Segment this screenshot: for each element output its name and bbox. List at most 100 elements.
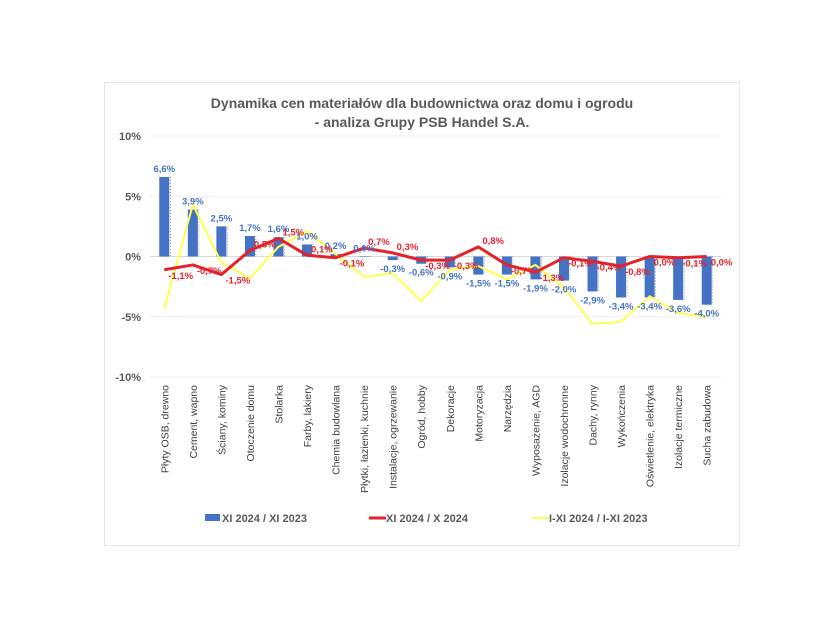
bar: [159, 176, 170, 257]
red-data-label: 0,5%: [254, 239, 276, 250]
x-tick-label: Farby, lakiery: [302, 384, 314, 447]
legend-item: XI 2024 / XI 2023: [205, 513, 307, 525]
x-tick-label: Narzędzia: [502, 385, 514, 432]
x-tick-label: Cement, wapno: [188, 385, 200, 459]
bar-data-label: 2,5%: [211, 213, 233, 224]
bar: [673, 256, 684, 300]
x-tick-label: Izolacje wodochronne: [559, 385, 571, 487]
red-data-label: 0,0%: [711, 258, 733, 269]
red-data-label: -0,3%: [425, 261, 450, 272]
bar: [387, 256, 398, 261]
red-data-label: -0,7%: [197, 266, 222, 277]
chart-subtitle: - analiza Grupy PSB Handel S.A.: [315, 114, 530, 130]
red-data-labels: -1,1% -0,7%-1,5%0,5%1,5%0,1%-0,1%0,7% 0,3%…: [168, 227, 733, 286]
bar-data-label: -0,6%: [409, 268, 434, 279]
yellow-line-series: [163, 203, 707, 325]
bar: [187, 209, 198, 257]
red-data-label: -1,3%: [539, 273, 564, 284]
red-data-label: 0,0%: [654, 258, 676, 269]
red-data-label: -0,8%: [625, 267, 650, 278]
x-tick-label: Wyposażenie, AGD: [530, 385, 542, 476]
y-tick-label: 5%: [125, 191, 141, 203]
red-data-label: 0,3%: [397, 242, 419, 253]
x-tick-label: Ogród, hobby: [416, 384, 428, 448]
bar-data-label: -0,3%: [380, 264, 405, 275]
yellow-line: [163, 203, 707, 325]
bar-data-label: -1,5%: [494, 279, 519, 290]
bar-data-label: 1,7%: [239, 223, 261, 234]
bar: [359, 256, 370, 257]
red-data-label: 0,7%: [368, 237, 390, 248]
bar-data-label: 6,6%: [153, 164, 175, 175]
bar-data-label: -3,4%: [637, 301, 662, 312]
bar-data-label: 1,0%: [296, 231, 318, 242]
chart: Dynamika cen materiałów dla budownictwa …: [115, 95, 733, 525]
bar-data-label: -2,0%: [552, 285, 577, 296]
y-tick-label: -10%: [115, 372, 141, 384]
bar-data-labels: 6,6%3,9%2,5%1,7% 1,6%1,0%0,2% 0,0%-0,3% -0,…: [153, 164, 719, 320]
red-data-label: -0,7%: [511, 266, 536, 277]
x-tick-label: Motoryzacja: [473, 385, 485, 442]
y-tick-label: 10%: [119, 131, 141, 143]
x-tick-label: Izolacje termiczne: [673, 385, 685, 469]
chart-frame: Dynamika cen materiałów dla budownictwa …: [104, 82, 740, 546]
bar-data-label: -1,5%: [466, 279, 491, 290]
red-line: [164, 236, 707, 277]
x-tick-label: Oświetlenie, elektryka: [645, 385, 657, 487]
bar: [444, 256, 455, 268]
x-tick-label: Chemia budowlana: [331, 385, 343, 475]
x-tick-label: Stolarka: [273, 385, 285, 424]
bar: [530, 256, 541, 280]
x-tick-label: Dachy, rynny: [588, 384, 600, 445]
x-tick-label: Wykończenia: [616, 385, 628, 448]
red-data-label: -0,4%: [597, 262, 622, 273]
red-line-series: [164, 236, 707, 277]
x-tick-label: Dekoracje: [445, 385, 457, 432]
bar: [558, 256, 569, 281]
chart-title: Dynamika cen materiałów dla budownictwa …: [211, 95, 633, 111]
bar: [587, 256, 598, 292]
bar-data-label: -4,0%: [694, 309, 719, 320]
y-tick-label: 0%: [125, 252, 141, 264]
x-tick-label: Płyty OSB, drewno: [159, 385, 171, 473]
red-data-label: -1,5%: [225, 276, 250, 287]
red-data-label: -0,1%: [682, 259, 707, 270]
legend-label: XI 2024 / X 2024: [386, 513, 469, 525]
legend-item: I-XI 2024 / I-XI 2023: [532, 513, 647, 525]
bar: [216, 226, 227, 257]
red-data-label: 1,5%: [282, 227, 304, 238]
bar: [644, 256, 655, 298]
bar-data-label: -2,9%: [580, 295, 605, 306]
legend-item: XI 2024 / X 2024: [369, 513, 469, 525]
red-data-label: -0,3%: [454, 261, 479, 272]
x-tick-label: Ściany, kominy: [215, 384, 228, 455]
bar-data-label: -1,9%: [523, 283, 548, 294]
red-data-label: -0,1%: [340, 259, 365, 270]
y-tick-label: -5%: [121, 312, 141, 324]
bar-data-label: 0,2%: [325, 241, 347, 252]
red-data-label: -1,1%: [168, 271, 193, 282]
y-axis: 10% 5% 0% -5% -10%: [115, 131, 141, 384]
bar-data-label: 1,6%: [268, 224, 290, 235]
x-axis: Płyty OSB, drewno Cement, wapno Ściany, ko…: [159, 384, 713, 493]
bar: [244, 236, 255, 257]
x-tick-label: Płytki, łazienki, kuchnie: [359, 385, 371, 493]
bar-data-label: -3,6%: [666, 304, 691, 315]
red-data-label: 0,8%: [482, 236, 504, 247]
x-tick-label: Sucha zabudowa: [702, 385, 714, 466]
red-data-label: -0,1%: [568, 259, 593, 270]
legend-label: I-XI 2024 / I-XI 2023: [549, 513, 647, 525]
bar-data-label: -0,9%: [437, 271, 462, 282]
legend-label: XI 2024 / XI 2023: [222, 513, 307, 525]
gridlines: [150, 135, 721, 378]
bar-data-label: 3,9%: [182, 197, 204, 208]
x-tick-label: Otoczenie domu: [245, 385, 257, 462]
x-tick-label: Instalacje, ogrzewanie: [388, 385, 400, 489]
bar: [701, 256, 712, 305]
bar-data-label: 0,0%: [353, 244, 375, 255]
bar: [302, 244, 313, 257]
bar: [616, 256, 627, 298]
legend-swatch-bar: [205, 514, 220, 521]
bar-data-label: -3,4%: [609, 301, 634, 312]
red-data-label: 0,1%: [311, 244, 333, 255]
